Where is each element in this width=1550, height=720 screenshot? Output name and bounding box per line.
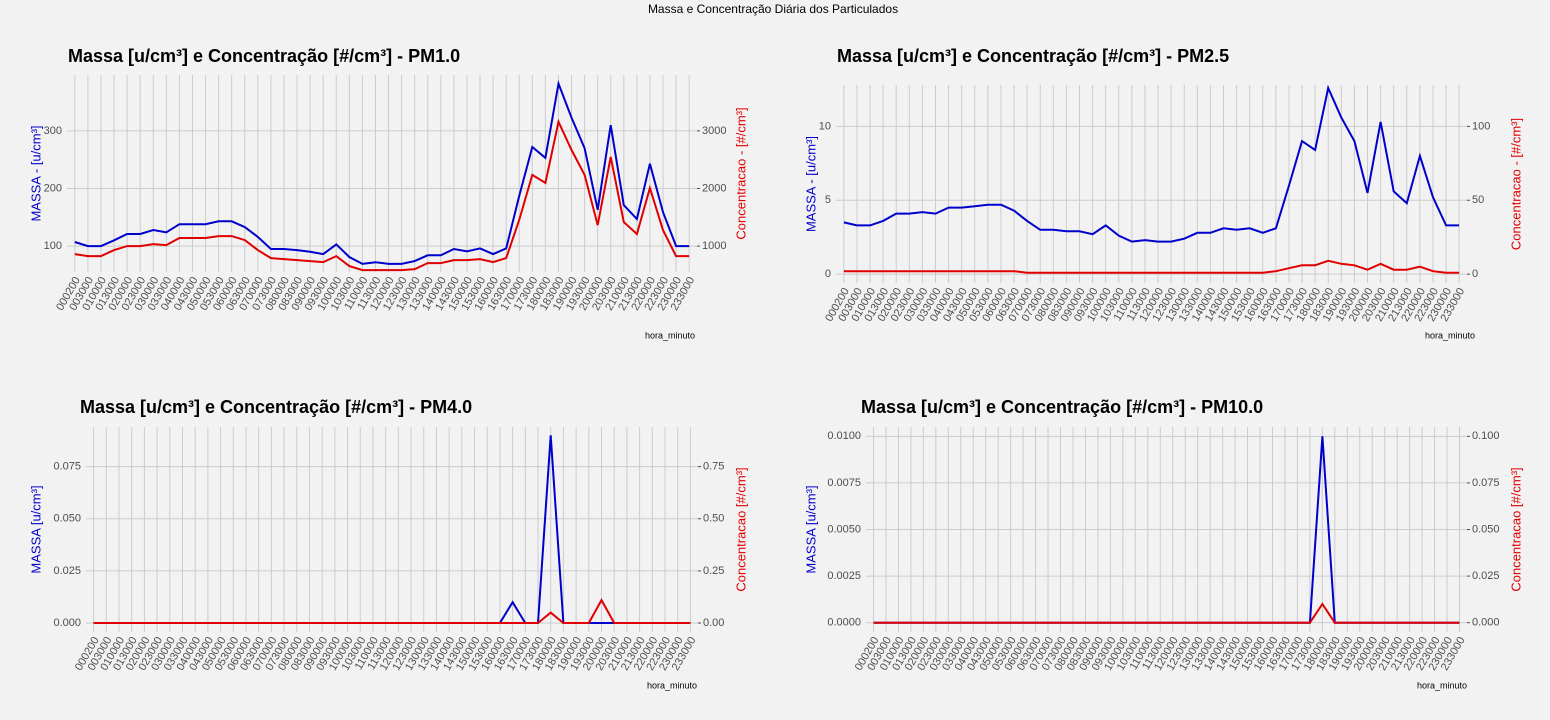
y-tick-label: 0.000 <box>53 617 81 629</box>
y-tick-label: 0.0075 <box>827 477 861 489</box>
y2-axis-title: Concentracao [#/cm³] <box>1508 467 1523 591</box>
plot-panel <box>67 75 697 272</box>
chart-title: Massa [u/cm³] e Concentração [#/cm³] - P… <box>80 397 472 417</box>
y-tick-label: 0.075 <box>53 461 81 473</box>
data-line <box>873 602 1460 624</box>
y2-tick-label: 0.075 <box>1472 477 1500 489</box>
y2-tick-label: 50 <box>1472 194 1484 206</box>
y-axis-title: MASSA [u/cm³] <box>803 485 818 573</box>
x-axis-title: hora_minuto <box>1417 680 1467 690</box>
y-axis-title: MASSA - [u/cm³] <box>803 136 818 232</box>
y-tick-label: 0.025 <box>53 565 81 577</box>
y2-tick-label: 3000 <box>702 125 726 137</box>
y2-tick-label: 0.50 <box>703 513 724 525</box>
y2-tick-label: 0.00 <box>703 617 724 629</box>
y-tick-label: 10 <box>819 120 831 132</box>
y-tick-label: 0.0000 <box>827 617 861 629</box>
y2-tick-label: 0.100 <box>1472 430 1500 442</box>
plot-panel <box>836 85 1467 283</box>
y-tick-label: 5 <box>825 194 831 206</box>
y2-tick-label: 0.75 <box>703 461 724 473</box>
y-tick-label: 0.0025 <box>827 570 861 582</box>
chart-title: Massa [u/cm³] e Concentração [#/cm³] - P… <box>68 46 460 66</box>
y-tick-label: 200 <box>44 182 62 194</box>
y2-tick-label: 1000 <box>702 240 726 252</box>
y2-tick-label: 0.25 <box>703 565 724 577</box>
y-tick-label: 0.050 <box>53 513 81 525</box>
y-tick-label: 0 <box>825 268 831 280</box>
data-line <box>74 118 690 272</box>
x-axis-title: hora_minuto <box>647 680 697 690</box>
y-axis-title: MASSA - [u/cm³] <box>28 125 43 221</box>
y2-axis-title: Concentracao [#/cm³] <box>733 467 748 591</box>
y2-tick-label: 0.025 <box>1472 570 1500 582</box>
x-axis-title: hora_minuto <box>1425 330 1475 340</box>
figure-title: Massa e Concentração Diária dos Particul… <box>648 2 898 16</box>
data-line <box>843 259 1460 274</box>
y2-tick-label: 0.050 <box>1472 523 1500 535</box>
plot-panel <box>86 427 698 632</box>
chart-title: Massa [u/cm³] e Concentração [#/cm³] - P… <box>861 397 1263 417</box>
data-line <box>93 598 691 624</box>
y2-tick-label: 2000 <box>702 182 726 194</box>
y2-tick-label: 0 <box>1472 268 1478 280</box>
y2-axis-title: Concentracao - [#/cm³] <box>733 107 748 239</box>
y2-axis-title: Concentracao - [#/cm³] <box>1508 118 1523 250</box>
y-tick-label: 100 <box>44 240 62 252</box>
y-axis-title: MASSA [u/cm³] <box>28 485 43 573</box>
y2-tick-label: 100 <box>1472 120 1490 132</box>
y-tick-label: 0.0100 <box>827 430 861 442</box>
y2-tick-label: 0.000 <box>1472 617 1500 629</box>
data-line <box>74 79 690 265</box>
data-line <box>843 84 1460 243</box>
chart-title: Massa [u/cm³] e Concentração [#/cm³] - P… <box>837 46 1229 66</box>
y-tick-label: 300 <box>44 125 62 137</box>
y-tick-label: 0.0050 <box>827 523 861 535</box>
x-axis-title: hora_minuto <box>645 330 695 340</box>
